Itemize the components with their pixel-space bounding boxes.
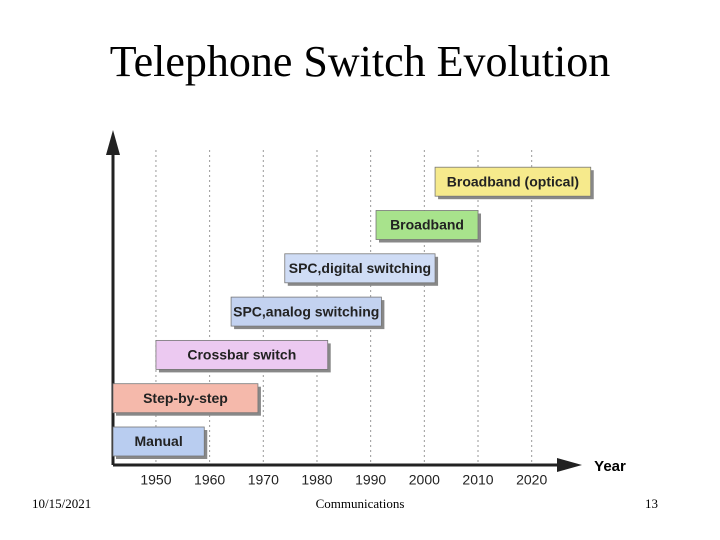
bar-label: SPC,analog switching — [233, 303, 379, 319]
bar-label: Step-by-step — [143, 390, 228, 406]
x-tick-label: 2010 — [462, 472, 493, 488]
bar — [434, 166, 592, 197]
x-axis-label: Year — [594, 458, 626, 475]
x-tick-label: 1960 — [194, 472, 225, 488]
x-tick-label: 1990 — [355, 472, 386, 488]
bar-label: Crossbar switch — [187, 347, 296, 363]
bar — [112, 426, 205, 457]
bar — [230, 296, 382, 327]
footer-center: Communications — [316, 496, 405, 511]
bar-label: Broadband — [390, 217, 464, 233]
x-axis-arrow — [557, 458, 582, 472]
bar-label: SPC,digital switching — [289, 260, 431, 276]
slide-title: Telephone Switch Evolution — [110, 37, 610, 86]
footer-page: 13 — [645, 496, 658, 511]
bar — [155, 339, 329, 370]
bar — [375, 210, 479, 240]
bar-label: Manual — [135, 433, 183, 449]
footer-date: 10/15/2021 — [32, 496, 91, 511]
x-tick-label: 2000 — [409, 472, 440, 488]
bar — [284, 253, 436, 284]
x-tick-label: 1950 — [140, 472, 171, 488]
x-tick-label: 1980 — [301, 472, 332, 488]
x-tick-label: 1970 — [248, 472, 279, 488]
x-tick-label: 2020 — [516, 472, 547, 488]
bar-label: Broadband (optical) — [447, 173, 579, 189]
y-axis-arrow — [106, 130, 120, 155]
bar — [112, 383, 259, 414]
